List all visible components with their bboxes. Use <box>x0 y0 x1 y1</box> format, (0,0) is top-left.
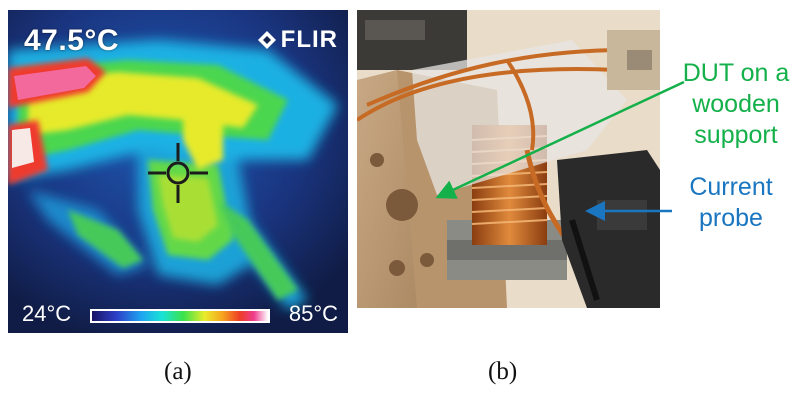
flir-logo-icon <box>257 31 276 49</box>
brand-logo: FLIR <box>257 28 338 52</box>
crosshair-icon <box>148 143 208 203</box>
caption-b: (b) <box>488 358 518 385</box>
thermal-image-panel: 47.5°C FLIR 24°C 85°C <box>8 10 348 333</box>
current-probe-label: Current probe <box>689 173 773 232</box>
temperature-readout: 47.5°C <box>24 24 120 57</box>
dut-label: DUT on a wooden support <box>682 59 790 149</box>
temperature-scale-bar <box>90 309 270 323</box>
scale-max-label: 85°C <box>288 301 338 326</box>
caption-a: (a) <box>164 358 192 385</box>
scale-min-label: 24°C <box>22 301 72 326</box>
thermal-image <box>8 10 348 333</box>
brand-name: FLIR <box>280 26 338 53</box>
photo-panel <box>357 10 660 308</box>
setup-photo <box>357 10 660 308</box>
